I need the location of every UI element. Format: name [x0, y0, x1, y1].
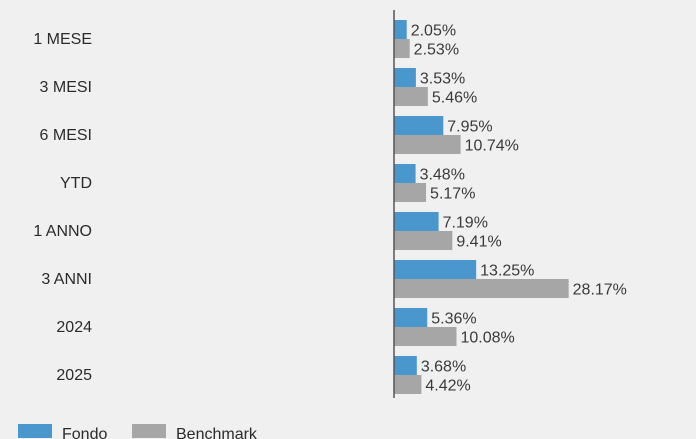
bar-fondo [394, 260, 477, 279]
bar-fondo [394, 68, 416, 87]
bar-fondo [394, 20, 407, 39]
bar-benchmark [394, 87, 428, 106]
legend-swatch-fondo [18, 424, 52, 438]
legend-swatch-benchmark [132, 424, 166, 438]
data-label-fondo: 3.53% [420, 71, 465, 88]
bar-benchmark [394, 231, 453, 250]
bar-benchmark [394, 375, 422, 394]
category-label: 1 MESE [33, 31, 92, 48]
legend-label-benchmark: Benchmark [176, 426, 258, 439]
category-label: YTD [60, 175, 92, 192]
data-label-benchmark: 9.41% [456, 234, 501, 251]
data-label-benchmark: 10.74% [465, 138, 519, 155]
bar-benchmark [394, 183, 427, 202]
bar-fondo [394, 116, 444, 135]
data-label-fondo: 3.68% [421, 359, 466, 376]
bar-benchmark [394, 279, 569, 298]
data-label-fondo: 5.36% [431, 311, 476, 328]
legend: Fondo Benchmark [18, 424, 258, 439]
data-label-benchmark: 28.17% [573, 282, 627, 299]
bar-fondo [394, 212, 439, 231]
bars [394, 20, 569, 394]
category-label: 3 MESI [40, 79, 92, 96]
legend-label-fondo: Fondo [62, 426, 107, 439]
bar-fondo [394, 308, 428, 327]
bar-benchmark [394, 135, 461, 154]
data-label-fondo: 2.05% [411, 23, 456, 40]
data-label-benchmark: 5.17% [430, 186, 475, 203]
bar-benchmark [394, 39, 410, 58]
category-labels: 1 MESE 3 MESI 6 MESI YTD 1 ANNO 3 ANNI 2024 202… [33, 31, 92, 384]
data-label-benchmark: 5.46% [432, 90, 477, 107]
value-labels: 2.05% 2.53% 3.53% 5.46% 7.95% 10.74%3.48% 5.17… [411, 23, 627, 395]
data-label-fondo: 13.25% [480, 263, 534, 280]
bar-benchmark [394, 327, 457, 346]
data-label-fondo: 7.95% [447, 119, 492, 136]
category-label: 1 ANNO [33, 223, 92, 240]
data-label-fondo: 3.48% [420, 167, 465, 184]
data-label-benchmark: 2.53% [414, 42, 459, 59]
data-label-benchmark: 4.42% [425, 378, 470, 395]
category-label: 2024 [56, 319, 92, 336]
data-label-fondo: 7.19% [443, 215, 488, 232]
category-label: 6 MESI [40, 127, 92, 144]
category-label: 3 ANNI [41, 271, 92, 288]
bar-fondo [394, 164, 416, 183]
category-label: 2025 [56, 367, 92, 384]
bar-fondo [394, 356, 417, 375]
data-label-benchmark: 10.08% [460, 330, 514, 347]
